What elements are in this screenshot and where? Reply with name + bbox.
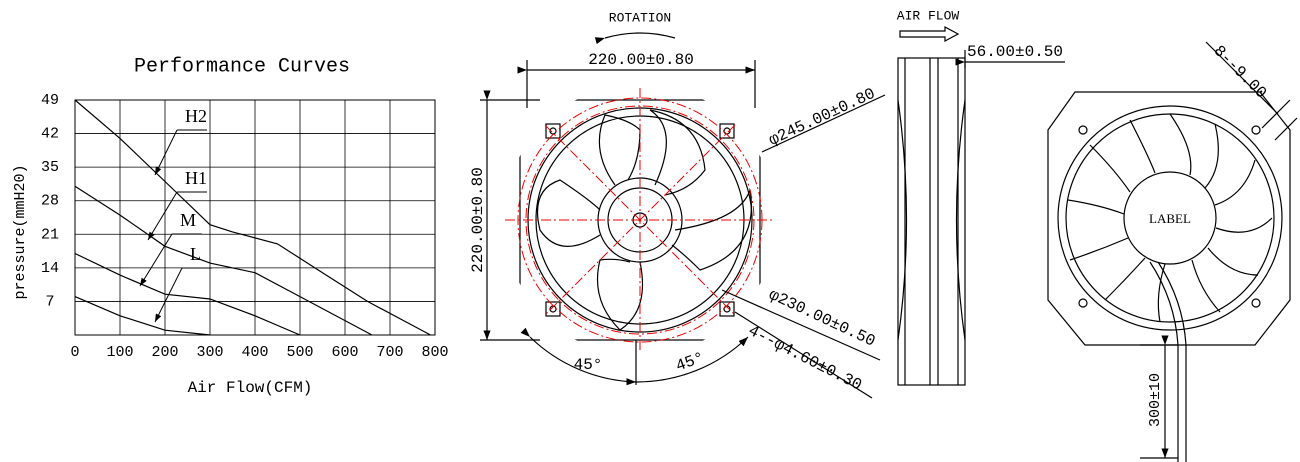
outer-diameter: φ245.00±0.80 xyxy=(766,85,878,150)
air-flow-label: AIR FLOW xyxy=(897,8,960,23)
curve xyxy=(74,99,431,336)
label-leader xyxy=(147,191,178,241)
curve xyxy=(74,252,301,336)
label-leader xyxy=(139,233,173,287)
rotation-label: ROTATION xyxy=(609,10,671,25)
y-tick-label: 21 xyxy=(41,226,59,243)
x-tick-label: 600 xyxy=(331,344,358,361)
y-tick-label: 14 xyxy=(41,260,59,277)
curve xyxy=(74,296,211,336)
curve xyxy=(74,185,373,336)
performance-chart: 7 14 21 28 35 42 49 0 100 200 300 400 500 600 700 800 H2… xyxy=(41,92,449,361)
width-dimension: 220.00±0.80 xyxy=(588,51,694,69)
x-tick-label: 100 xyxy=(106,344,133,361)
curve-label: L xyxy=(190,244,201,264)
angle-left: 45° xyxy=(574,356,603,374)
label-text: LABEL xyxy=(1149,211,1191,226)
y-tick-label: 28 xyxy=(41,193,59,210)
y-tick-label: 35 xyxy=(41,159,59,176)
y-tick-label: 7 xyxy=(45,293,54,310)
y-tick-label: 42 xyxy=(41,126,59,143)
depth-dimension: 56.00±0.50 xyxy=(967,43,1063,61)
x-tick-label: 700 xyxy=(376,344,403,361)
curve-label: H2 xyxy=(185,106,207,126)
height-dimension: 220.00±0.80 xyxy=(469,167,487,273)
cable-length: 300±10 xyxy=(1147,373,1164,427)
x-tick-label: 800 xyxy=(421,344,448,361)
x-tick-label: 500 xyxy=(286,344,313,361)
x-axis-label: Air Flow(CFM) xyxy=(188,379,313,397)
curve-label: M xyxy=(180,210,196,230)
corner-dimension: 8--9.00 xyxy=(1210,42,1270,102)
front-view: ROTATION 220.00±0.80 220.00±0.80 φ245.00… xyxy=(469,10,886,399)
x-tick-label: 0 xyxy=(70,344,79,361)
rear-view: LABEL 300±10 8--9.00 xyxy=(1047,41,1298,462)
x-tick-label: 400 xyxy=(241,344,268,361)
y-axis-label: pressure(mmH20) xyxy=(12,164,29,299)
x-tick-label: 200 xyxy=(151,344,178,361)
curve-label: H1 xyxy=(185,168,207,188)
angle-right: 45° xyxy=(673,349,706,376)
label-leader xyxy=(154,267,183,323)
y-tick-label: 49 xyxy=(41,92,59,109)
chart-title: Performance Curves xyxy=(134,55,350,78)
side-view: AIR FLOW 56.00±0.50 xyxy=(897,8,1065,386)
label-leader xyxy=(154,129,178,176)
x-tick-label: 300 xyxy=(196,344,223,361)
